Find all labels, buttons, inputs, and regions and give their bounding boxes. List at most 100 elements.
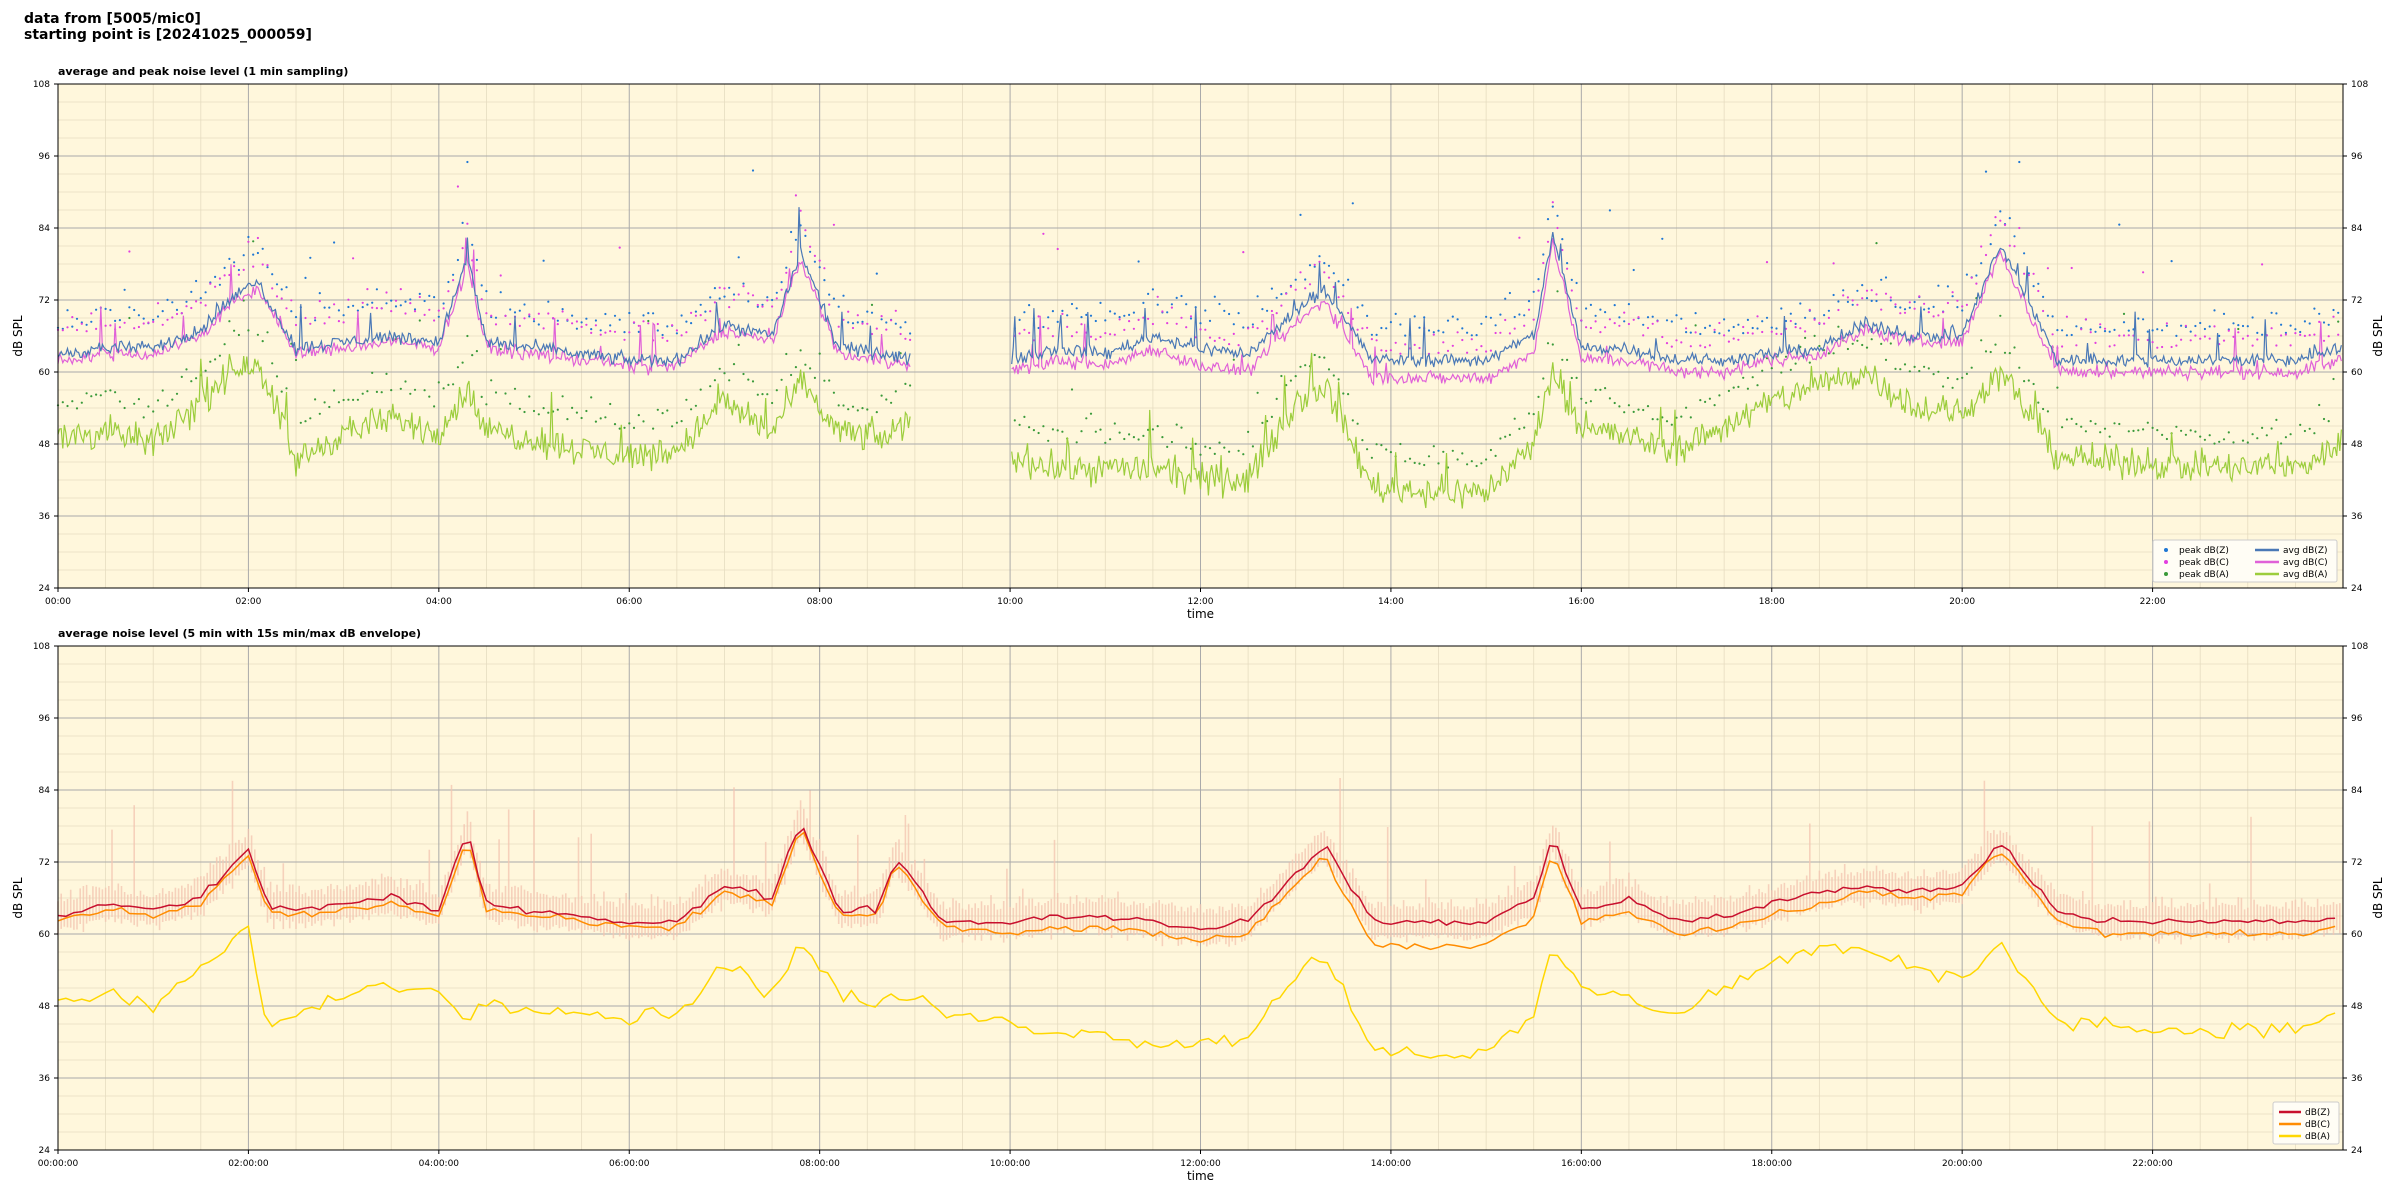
- peak-point: [352, 304, 355, 307]
- peak-point: [618, 318, 621, 321]
- peak-point: [1028, 304, 1031, 307]
- y-tick-label-left: 108: [33, 642, 50, 652]
- peak-point: [509, 402, 512, 405]
- peak-point: [1880, 308, 1883, 311]
- y-tick-label-left: 24: [39, 1146, 51, 1156]
- peak-point: [218, 354, 221, 357]
- peak-point: [137, 398, 140, 401]
- peak-point: [1375, 339, 1378, 342]
- peak-point: [475, 269, 478, 272]
- peak-point: [147, 405, 150, 408]
- peak-point: [713, 379, 717, 382]
- peak-point: [794, 366, 798, 369]
- peak-point: [718, 286, 721, 289]
- peak-point: [656, 322, 659, 326]
- peak-point: [1475, 334, 1478, 337]
- peak-point: [1299, 271, 1302, 274]
- peak-point: [2008, 244, 2011, 247]
- peak-point: [371, 301, 374, 304]
- peak-point: [694, 314, 698, 317]
- peak-point: [1737, 323, 1740, 326]
- peak-point: [1689, 416, 1692, 419]
- peak-point: [1746, 331, 1749, 334]
- peak-point: [1166, 322, 1169, 325]
- peak-point: [1589, 326, 1592, 330]
- peak-point: [1965, 372, 1968, 375]
- peak-point: [1870, 289, 1873, 292]
- peak-point: [694, 404, 698, 407]
- x-tick-label: 14:00: [1378, 597, 1404, 607]
- peak-point: [1613, 322, 1616, 325]
- peak-point: [1604, 311, 1607, 314]
- peak-point: [361, 306, 364, 309]
- peak-point: [1089, 412, 1093, 415]
- chart-header: data from [5005/mic0] starting point is …: [24, 11, 312, 43]
- peak-point: [2308, 427, 2311, 430]
- peak-point: [1389, 321, 1392, 324]
- peak-point: [1318, 255, 1321, 258]
- peak-point: [223, 266, 226, 269]
- peak-point: [1318, 356, 1321, 359]
- peak-point: [399, 304, 402, 307]
- peak-point: [1937, 314, 1940, 317]
- peak-point: [790, 250, 793, 253]
- peak-point: [1204, 309, 1207, 312]
- peak-point: [628, 311, 631, 315]
- peak-point: [2199, 337, 2202, 340]
- peak-point: [1147, 317, 1150, 320]
- peak-point: [2203, 438, 2206, 441]
- peak-point: [1999, 210, 2002, 213]
- peak-point: [1275, 296, 1278, 299]
- peak-point: [1208, 447, 1212, 450]
- peak-point: [128, 250, 131, 253]
- peak-point: [223, 274, 226, 277]
- peak-point: [856, 409, 859, 412]
- peak-point: [2156, 328, 2159, 331]
- peak-point: [1718, 394, 1721, 397]
- peak-point: [1899, 312, 1902, 315]
- peak-point: [1894, 367, 1897, 370]
- peak-point: [1837, 308, 1840, 312]
- peak-point: [647, 319, 650, 323]
- peak-point: [1037, 315, 1040, 318]
- peak-point: [532, 317, 536, 321]
- peak-point: [433, 296, 436, 299]
- peak-point: [809, 245, 812, 248]
- peak-point: [1713, 404, 1716, 407]
- legend-label: dB(A): [2305, 1132, 2330, 1142]
- peak-point: [1327, 368, 1331, 371]
- peak-point: [75, 317, 79, 320]
- peak-point: [1089, 335, 1093, 338]
- peak-point: [1518, 313, 1521, 316]
- peak-point: [1651, 418, 1654, 421]
- peak-point: [694, 310, 698, 313]
- peak-point: [1070, 335, 1074, 338]
- peak-point: [1432, 333, 1435, 336]
- y-tick-label-right: 60: [2351, 368, 2363, 378]
- peak-point: [1218, 441, 1221, 444]
- peak-point: [1437, 329, 1440, 332]
- peak-point: [2075, 325, 2078, 328]
- peak-point: [1266, 309, 1269, 312]
- peak-point: [461, 247, 464, 250]
- peak-point: [1694, 331, 1697, 334]
- peak-point: [1232, 358, 1235, 361]
- peak-point: [1932, 305, 1935, 308]
- peak-point: [1142, 434, 1145, 437]
- legend: peak dB(Z) peak dB(C) peak dB(A) avg dB(Z) a…: [2152, 539, 2338, 583]
- peak-point: [1123, 314, 1126, 317]
- peak-point: [1356, 306, 1359, 309]
- peak-point: [1104, 332, 1107, 335]
- peak-point: [590, 331, 593, 334]
- peak-point: [356, 398, 359, 401]
- peak-point: [2003, 351, 2007, 354]
- peak-point: [195, 377, 198, 380]
- peak-point: [1937, 370, 1940, 373]
- peak-point: [1237, 344, 1240, 347]
- peak-point: [580, 325, 583, 328]
- peak-point: [652, 312, 655, 315]
- peak-point: [585, 317, 588, 320]
- peak-point: [85, 323, 88, 326]
- y-tick-label-right: 108: [2351, 642, 2368, 652]
- peak-point: [1761, 330, 1764, 334]
